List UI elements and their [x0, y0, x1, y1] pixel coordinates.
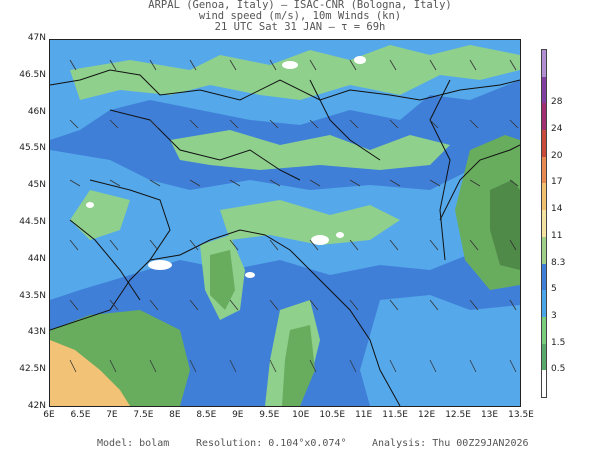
field-calm-spots	[86, 56, 366, 278]
colorbar-label: 5	[551, 284, 557, 295]
longitude-label: 11E	[355, 410, 373, 420]
valid-time: 21 UTC Sat 31 JAN — τ = 69h	[214, 21, 386, 33]
field-light-blue	[360, 295, 520, 406]
colorbar-segment	[542, 369, 546, 397]
latitude-label: 43.5N	[19, 290, 46, 301]
colorbar-segment	[542, 316, 546, 344]
colorbar-segment	[542, 182, 546, 211]
colorbar-segment	[542, 102, 546, 131]
longitude-label: 8E	[169, 410, 181, 420]
colorbar-segment	[542, 156, 546, 184]
colorbar-label: 8.3	[551, 257, 566, 268]
longitude-label: 7.5E	[133, 410, 154, 420]
colorbar-segment	[542, 263, 546, 291]
map-title: ARPAL (Genoa, Italy) — ISAC-CNR (Bologna…	[148, 0, 452, 11]
colorbar-label: 24	[551, 124, 563, 135]
field-light-green	[70, 45, 520, 100]
colorbar-label: 0.5	[551, 364, 566, 375]
colorbar-segment	[542, 209, 546, 237]
colorbar-segment	[542, 289, 546, 317]
field-green	[210, 250, 235, 310]
longitude-label: 12E	[418, 410, 436, 420]
colorbar-segment	[542, 49, 546, 77]
colorbar-segment	[542, 236, 546, 264]
resolution: Resolution: 0.104°x0.074°	[196, 438, 347, 449]
latitude-label: 45.5N	[19, 143, 46, 154]
wind-barbs	[69, 59, 519, 373]
latitude-label: 42N	[27, 401, 46, 411]
latitude-label: 42.5N	[19, 364, 46, 375]
field-light-green	[70, 190, 130, 240]
longitude-label: 11.5E	[382, 410, 408, 420]
latitude-label: 46N	[27, 106, 46, 117]
colorbar-segment	[542, 343, 546, 371]
analysis-time: Analysis: Thu 00Z29JAN2026	[372, 438, 529, 449]
longitude-label: 10E	[292, 410, 310, 420]
field-orange	[50, 340, 130, 406]
field-light-green	[220, 200, 400, 245]
longitude-label: 13E	[480, 410, 499, 420]
colorbar-segment	[542, 129, 546, 157]
colorbar-label: 11	[551, 230, 563, 241]
field-green	[282, 325, 315, 406]
longitude-label: 8.5E	[196, 410, 217, 420]
colorbar-segment	[542, 76, 546, 104]
latitude-label: 47N	[27, 33, 46, 43]
colorbar-label: 17	[551, 177, 563, 188]
latitude-label: 44N	[27, 253, 46, 264]
wind-field-svg	[50, 40, 520, 406]
longitude-label: 9E	[232, 410, 244, 420]
longitude-label: 13.5E	[508, 410, 534, 420]
latitude-label: 45N	[27, 180, 46, 191]
colorbar-label: 14	[551, 204, 563, 215]
longitude-label: 12.5E	[445, 410, 471, 420]
wind-map	[49, 39, 521, 407]
latitude-label: 44.5N	[19, 217, 46, 227]
model-name: Model: bolam	[97, 438, 170, 449]
longitude-label: 6.5E	[70, 410, 91, 420]
longitude-label: 9.5E	[259, 410, 280, 420]
colorbar-label: 20	[551, 150, 563, 161]
longitude-label: 7E	[106, 410, 118, 420]
latitude-label: 46.5N	[19, 69, 46, 80]
longitude-label: 10.5E	[319, 410, 346, 420]
colorbar-label: 3	[551, 310, 557, 321]
latitude-label: 43N	[27, 327, 46, 338]
colorbar-label: 1.5	[551, 337, 566, 348]
colorbar	[541, 49, 547, 398]
colorbar-label: 28	[551, 97, 563, 108]
longitude-label: 6E	[43, 410, 55, 420]
field-dark-green	[490, 180, 520, 270]
map-subtitle: wind speed (m/s), 10m Winds (kn)	[198, 10, 402, 22]
